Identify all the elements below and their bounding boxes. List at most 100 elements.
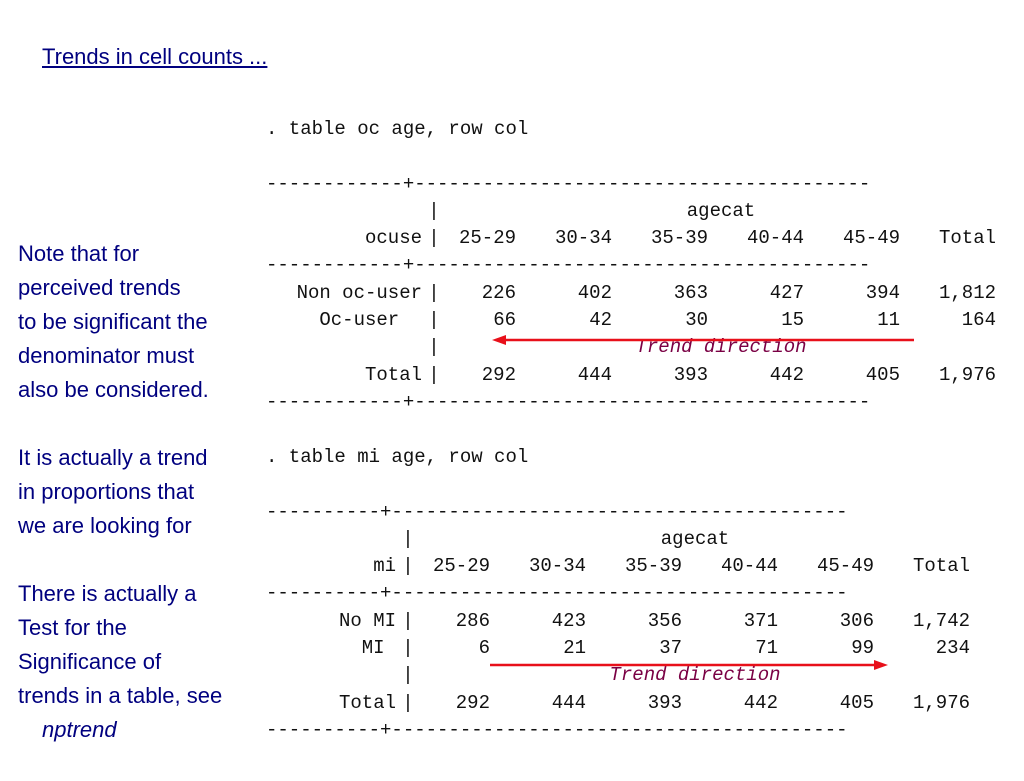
cell: 66	[493, 309, 516, 332]
row-var-label: mi	[373, 555, 396, 578]
cell: 30	[685, 309, 708, 332]
cell: 226	[481, 281, 516, 304]
trend-row: | Trend direction	[428, 336, 807, 359]
rule-bottom: ----------+-----------------------------…	[266, 718, 848, 741]
command-line: . table mi age, row col	[266, 446, 529, 468]
note-line: denominator must	[18, 343, 195, 368]
cell: 234	[935, 637, 970, 660]
note-line: in proportions that	[18, 479, 195, 504]
column-header: 30-34	[554, 227, 612, 250]
cell: 442	[769, 363, 804, 386]
slide-title: Trends in cell counts ...	[42, 44, 268, 69]
row-label: Total	[364, 363, 422, 386]
rule-top: ------------+---------------------------…	[266, 172, 871, 195]
row-label: Non oc-user	[296, 281, 422, 304]
trend-arrowhead	[492, 335, 506, 345]
cell: 394	[865, 281, 900, 304]
column-header: 35-39	[650, 227, 708, 250]
rule-mid: ----------+-----------------------------…	[266, 582, 848, 605]
note-line: perceived trends	[18, 275, 181, 300]
col-var-label: agecat	[686, 199, 756, 222]
cell: 371	[743, 609, 778, 632]
cell: 164	[961, 309, 996, 332]
row-label: Total	[338, 691, 396, 714]
cell: 444	[551, 691, 586, 714]
cell: 442	[743, 691, 778, 714]
command-line: . table oc age, row col	[266, 118, 529, 140]
table-row: Oc-user | 66 42 30 15 11 164	[266, 307, 996, 334]
note-line: It is actually a trend	[18, 445, 208, 470]
cell: 306	[839, 609, 874, 632]
note-line: trends in a table, see	[18, 683, 223, 708]
row-label: Oc-user	[319, 309, 422, 332]
cell: 393	[673, 363, 708, 386]
table-row: No MI | 286 423 356 371 306 1,742	[266, 608, 970, 635]
trend-direction-label: Trend direction	[635, 336, 807, 359]
cell: 71	[755, 637, 778, 660]
column-header: 30-34	[528, 555, 586, 578]
cell: 286	[455, 609, 490, 632]
crosstab-body: Non oc-user | 226 402 363 427 394 1,812 …	[266, 280, 996, 389]
cell: 99	[851, 637, 874, 660]
note-paragraph-1: Note that for perceived trends to be sig…	[18, 237, 288, 407]
column-header: Total	[938, 227, 996, 250]
column-header: 40-44	[720, 555, 778, 578]
note-line: Test for the	[18, 615, 127, 640]
table-row: MI | 6 21 37 71 99 234	[266, 635, 970, 662]
trend-arrow-left	[492, 335, 914, 345]
col-var-label: agecat	[660, 527, 730, 550]
total-row: Total | 292 444 393 442 405 1,976	[266, 690, 970, 717]
rule-bottom: ------------+---------------------------…	[266, 390, 871, 413]
cell: 356	[647, 609, 682, 632]
cell: 15	[781, 309, 804, 332]
column-header: 45-49	[842, 227, 900, 250]
cell: 292	[455, 691, 490, 714]
cell: 405	[839, 691, 874, 714]
column-header: 25-29	[458, 227, 516, 250]
column-header: Total	[912, 555, 970, 578]
cell: 292	[481, 363, 516, 386]
column-header: 25-29	[432, 555, 490, 578]
row-label: No MI	[338, 609, 396, 632]
stata-output-table2: . table mi age, row col ----------+-----…	[266, 444, 970, 744]
note-paragraph-2: It is actually a trend in proportions th…	[18, 441, 288, 543]
note-line: we are looking for	[18, 513, 192, 538]
cell: 423	[551, 609, 586, 632]
row-label: MI	[361, 637, 396, 660]
trend-direction-label: Trend direction	[609, 664, 781, 687]
cell: 6	[478, 637, 490, 660]
row-var-label: ocuse	[364, 227, 422, 250]
note-line: There is actually a	[18, 581, 197, 606]
cell: 427	[769, 281, 804, 304]
stata-output-table1: . table oc age, row col ------------+---…	[266, 116, 996, 416]
note-line: Significance of	[18, 649, 162, 674]
column-header: 45-49	[816, 555, 874, 578]
trend-arrowhead	[874, 660, 888, 670]
cell: 1,976	[912, 691, 970, 714]
column-header: 35-39	[624, 555, 682, 578]
cell: 402	[577, 281, 612, 304]
cell: 42	[589, 309, 612, 332]
cell: 1,812	[938, 281, 996, 304]
rule-top: ----------+-----------------------------…	[266, 500, 848, 523]
column-header: 40-44	[746, 227, 804, 250]
cell: 11	[877, 309, 900, 332]
note-line: Note that for	[18, 241, 140, 266]
cell: 363	[673, 281, 708, 304]
cell: 37	[659, 637, 682, 660]
total-row: Total | 292 444 393 442 405 1,976	[266, 362, 996, 389]
cell: 1,976	[938, 363, 996, 386]
side-notes: Note that for perceived trends to be sig…	[18, 237, 288, 781]
header-row: ocuse | 25-29 30-34 35-39 40-44 45-49 To…	[266, 225, 996, 252]
trend-row: | Trend direction	[402, 664, 781, 687]
header-row: mi | 25-29 30-34 35-39 40-44 45-49 Total	[266, 553, 970, 580]
trend-arrow-right	[490, 660, 888, 670]
cell: 21	[563, 637, 586, 660]
crosstab-table: | agecat mi | 25-29 30-34 35-39 40-44 45…	[266, 526, 970, 581]
table-row: Non oc-user | 226 402 363 427 394 1,812	[266, 280, 996, 307]
note-paragraph-3: There is actually a Test for the Signifi…	[18, 577, 288, 747]
cell: 405	[865, 363, 900, 386]
nptrend-command: nptrend	[42, 717, 117, 742]
note-line: to be significant the	[18, 309, 208, 334]
note-line: also be considered.	[18, 377, 209, 402]
